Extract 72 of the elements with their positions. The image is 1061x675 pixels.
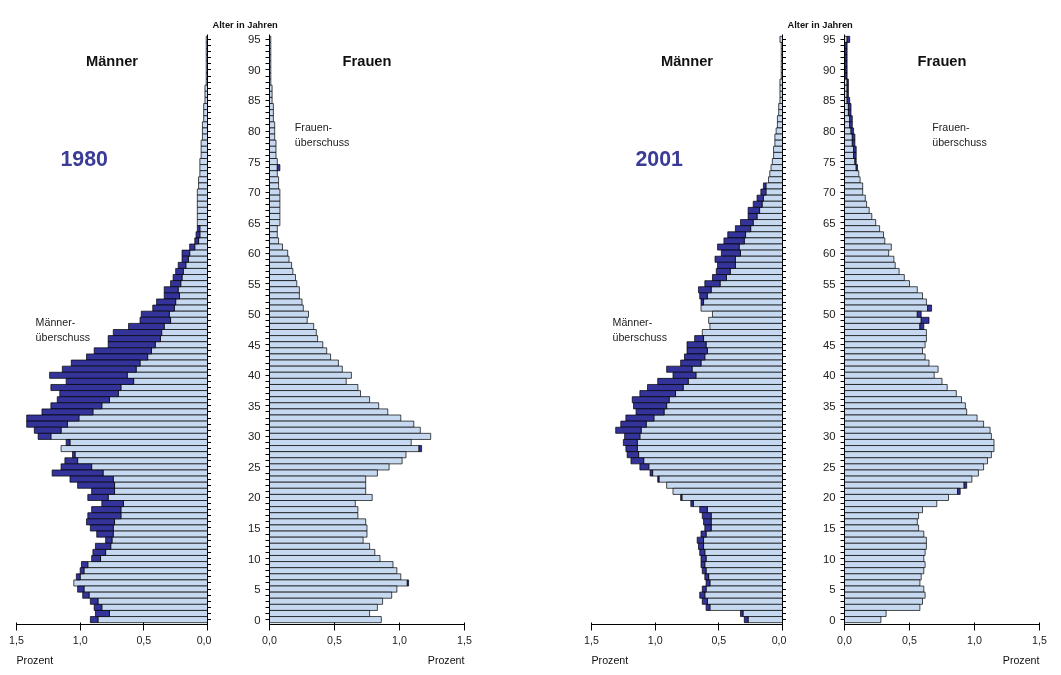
x-axis-title: Prozent [591, 653, 629, 666]
y-tick-label: 20 [247, 491, 261, 504]
y-tick-label: 90 [247, 63, 261, 76]
x-tick-label: 1,0 [967, 633, 982, 646]
y-tick-label: 65 [822, 216, 836, 229]
y-tick-label: 55 [822, 277, 836, 290]
y-tick-label: 10 [822, 552, 836, 565]
x-tick-label: 0,5 [327, 633, 342, 646]
y-tick-label: 25 [247, 460, 261, 473]
y-tick-label: 40 [247, 369, 261, 382]
y-tick-label: 75 [822, 155, 836, 168]
annotation: Männer- überschuss [612, 316, 668, 343]
text: Männer [85, 53, 139, 70]
y-tick-label: 80 [822, 125, 836, 137]
y-tick-label: 35 [822, 399, 836, 412]
y-tick-label: 50 [247, 308, 261, 321]
y-tick-label: 5 [829, 583, 836, 596]
x-tick-label: 0,0 [262, 633, 277, 646]
x-tick-label: 1,5 [1032, 633, 1047, 646]
y-axis-title: Alter in Jahren [787, 19, 854, 30]
y-tick-label: 40 [822, 369, 836, 382]
x-axis-title: Prozent [427, 653, 465, 666]
annotation: Männer- überschuss [35, 316, 91, 343]
x-tick-label: 1,0 [72, 633, 88, 646]
x-tick-label: 1,0 [647, 633, 663, 646]
y-tick-label: 85 [247, 94, 261, 107]
x-tick-label: 0,0 [771, 633, 787, 646]
y-tick-label: 70 [822, 186, 836, 199]
y-tick-label: 55 [247, 277, 261, 290]
text: Frauen [342, 53, 392, 70]
annotation: 2001 [635, 146, 684, 171]
annotation: 1980 [60, 146, 108, 171]
y-tick-label: 75 [247, 155, 261, 168]
x-tick-label: 1,5 [457, 633, 472, 646]
annotation: Frauen- überschuss [932, 121, 987, 149]
x-axis-title: Prozent [1002, 653, 1040, 666]
y-tick-label: 95 [822, 33, 836, 46]
text: Frauen [917, 53, 967, 70]
y-tick-label: 95 [247, 33, 261, 46]
text: Männer [660, 53, 714, 70]
y-tick-label: 30 [822, 430, 836, 443]
x-axis-title: Prozent [16, 653, 54, 666]
x-tick-label: 1,5 [9, 633, 24, 646]
y-tick-label: 0 [829, 613, 836, 626]
y-tick-label: 30 [247, 430, 261, 443]
x-tick-label: 0,0 [196, 633, 212, 646]
y-tick-label: 60 [247, 247, 261, 260]
y-tick-label: 15 [822, 522, 836, 534]
y-tick-label: 15 [247, 522, 261, 534]
x-tick-label: 0,5 [902, 633, 917, 646]
x-tick-label: 0,0 [837, 633, 852, 646]
y-tick-label: 45 [822, 338, 836, 351]
annotation: Frauen- überschuss [294, 121, 350, 149]
x-tick-label: 1,5 [584, 633, 599, 646]
y-tick-label: 50 [822, 308, 836, 321]
y-tick-label: 45 [247, 338, 261, 351]
y-tick-label: 65 [247, 216, 261, 229]
y-axis-title: Alter in Jahren [212, 19, 279, 30]
y-tick-label: 80 [247, 125, 261, 137]
y-tick-label: 0 [254, 613, 261, 626]
y-tick-label: 90 [822, 63, 836, 76]
y-tick-label: 25 [822, 460, 836, 473]
y-tick-label: 5 [254, 583, 261, 596]
y-tick-label: 10 [247, 552, 261, 565]
y-tick-label: 85 [822, 94, 836, 107]
x-tick-label: 0,5 [136, 633, 152, 646]
y-tick-label: 60 [822, 247, 836, 260]
x-tick-label: 1,0 [392, 633, 407, 646]
x-tick-label: 0,5 [711, 633, 727, 646]
y-tick-label: 35 [247, 399, 261, 412]
y-tick-label: 20 [822, 491, 836, 504]
y-tick-label: 70 [247, 186, 261, 199]
